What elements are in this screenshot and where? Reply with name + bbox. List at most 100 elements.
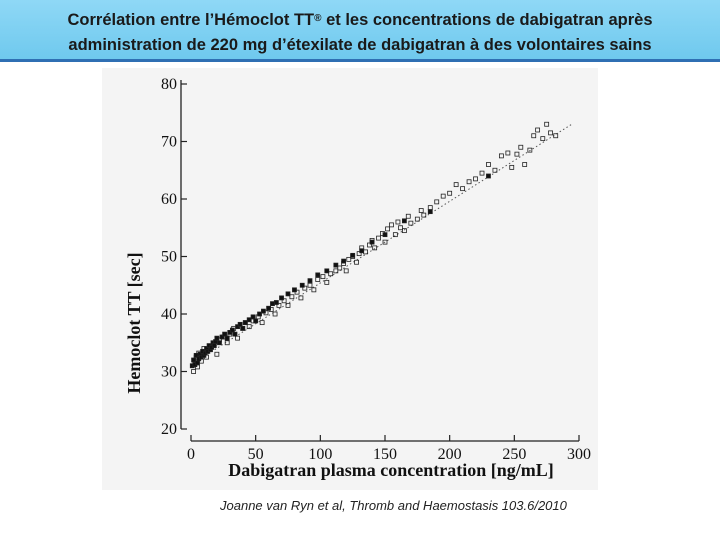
- chart-axes: 20 30 40 50 60 70 80 0 50 100 150 200 250 300: [161, 76, 591, 463]
- data-point-open: [224, 340, 230, 346]
- data-point-open: [486, 162, 491, 167]
- x-tick-label: 300: [567, 446, 591, 463]
- x-tick-label: 50: [248, 446, 264, 463]
- data-point-open: [548, 130, 553, 136]
- data-point-filled: [229, 327, 235, 333]
- data-point-filled: [232, 331, 238, 337]
- data-point-open: [389, 222, 394, 228]
- data-point-open: [460, 186, 466, 192]
- x-tick-label: 0: [187, 446, 195, 463]
- data-point-open: [372, 245, 378, 251]
- data-point-open: [298, 295, 304, 301]
- data-point-filled: [382, 232, 388, 238]
- data-point-open: [408, 220, 414, 226]
- data-point-filled: [237, 321, 243, 327]
- data-point-open: [535, 127, 541, 133]
- data-point-open: [527, 147, 533, 153]
- data-point-filled: [191, 357, 196, 363]
- data-point-filled: [292, 287, 297, 293]
- data-point-open: [289, 294, 295, 300]
- title-banner: Corrélation entre l’Hémoclot TT® et les …: [0, 0, 720, 62]
- title-line2: administration de 220 mg d’étexilate de …: [68, 36, 652, 54]
- data-point-open: [235, 335, 240, 341]
- data-point-filled: [341, 258, 347, 264]
- data-point-open: [421, 212, 427, 218]
- data-point-open: [553, 133, 559, 139]
- data-point-open: [285, 302, 291, 308]
- trendline-layer: [190, 123, 573, 366]
- data-point-open: [376, 235, 381, 241]
- data-point-filled: [401, 218, 407, 224]
- data-point-open: [505, 150, 511, 156]
- data-point-open: [509, 164, 515, 170]
- data-point-filled: [222, 331, 228, 337]
- data-points-layer: [189, 121, 559, 374]
- data-point-open: [356, 251, 362, 257]
- data-point-filled: [250, 314, 256, 320]
- y-tick-label: 60: [161, 191, 177, 208]
- data-point-open: [324, 279, 330, 285]
- data-point-open: [385, 226, 390, 232]
- registered-mark: ®: [314, 13, 322, 24]
- data-point-filled: [279, 295, 284, 301]
- data-point-open: [453, 182, 459, 188]
- data-point-filled: [214, 335, 220, 341]
- y-tick-label: 30: [161, 364, 177, 381]
- source-citation: Joanne van Ryn et al, Thromb and Haemost…: [220, 498, 567, 513]
- data-point-open: [367, 242, 372, 248]
- data-point-filled: [427, 209, 433, 215]
- data-point-filled: [333, 262, 339, 268]
- data-point-open: [531, 133, 537, 139]
- scatter-chart: 20 30 40 50 60 70 80 0 50 100 150 200 250 300 Dabigat…: [124, 76, 591, 480]
- data-point-open: [479, 170, 485, 176]
- y-tick-label: 20: [161, 421, 177, 438]
- data-point-filled: [324, 268, 330, 274]
- data-point-open: [272, 311, 278, 317]
- data-point-filled: [240, 325, 246, 331]
- x-tick-label: 100: [308, 446, 332, 463]
- data-point-open: [191, 369, 196, 374]
- title-line1-start: Corrélation entre l’Hémoclot TT: [67, 11, 315, 29]
- data-point-open: [498, 153, 504, 159]
- data-point-filled: [217, 340, 222, 346]
- data-point-open: [320, 274, 326, 280]
- data-point-filled: [246, 317, 252, 323]
- data-point-filled: [253, 318, 259, 324]
- data-point-open: [307, 282, 313, 288]
- data-point-open: [259, 320, 265, 326]
- data-point-open: [302, 285, 308, 291]
- data-point-filled: [359, 248, 365, 254]
- data-point-open: [514, 151, 520, 157]
- data-point-filled: [299, 282, 305, 288]
- data-point-filled: [266, 305, 272, 311]
- data-point-filled: [219, 334, 225, 340]
- title-line1-end: et les concentrations de dabigatran aprè…: [321, 11, 653, 29]
- data-point-filled: [369, 239, 375, 245]
- data-point-open: [214, 351, 220, 357]
- data-point-open: [518, 144, 524, 150]
- data-point-filled: [261, 308, 266, 314]
- data-point-open: [492, 167, 498, 173]
- data-point-open: [427, 205, 433, 211]
- data-point-open: [328, 271, 334, 277]
- data-point-open: [382, 239, 388, 245]
- data-point-open: [311, 287, 317, 293]
- data-point-filled: [224, 335, 230, 341]
- data-point-open: [343, 268, 349, 274]
- data-point-filled: [486, 173, 491, 179]
- data-point-open: [434, 199, 440, 205]
- y-tick-label: 50: [161, 249, 177, 266]
- data-point-open: [315, 277, 321, 282]
- slide-title: Corrélation entre l’Hémoclot TT® et les …: [0, 8, 720, 58]
- data-point-filled: [270, 301, 275, 307]
- data-point-open: [333, 268, 339, 274]
- data-point-open: [395, 219, 401, 225]
- data-point-open: [447, 190, 453, 196]
- data-point-open: [398, 225, 403, 231]
- x-tick-label: 150: [373, 446, 397, 463]
- data-point-filled: [350, 252, 356, 258]
- x-tick-label: 200: [438, 446, 462, 463]
- data-point-open: [276, 302, 282, 308]
- data-point-open: [440, 193, 446, 199]
- data-point-open: [346, 256, 352, 262]
